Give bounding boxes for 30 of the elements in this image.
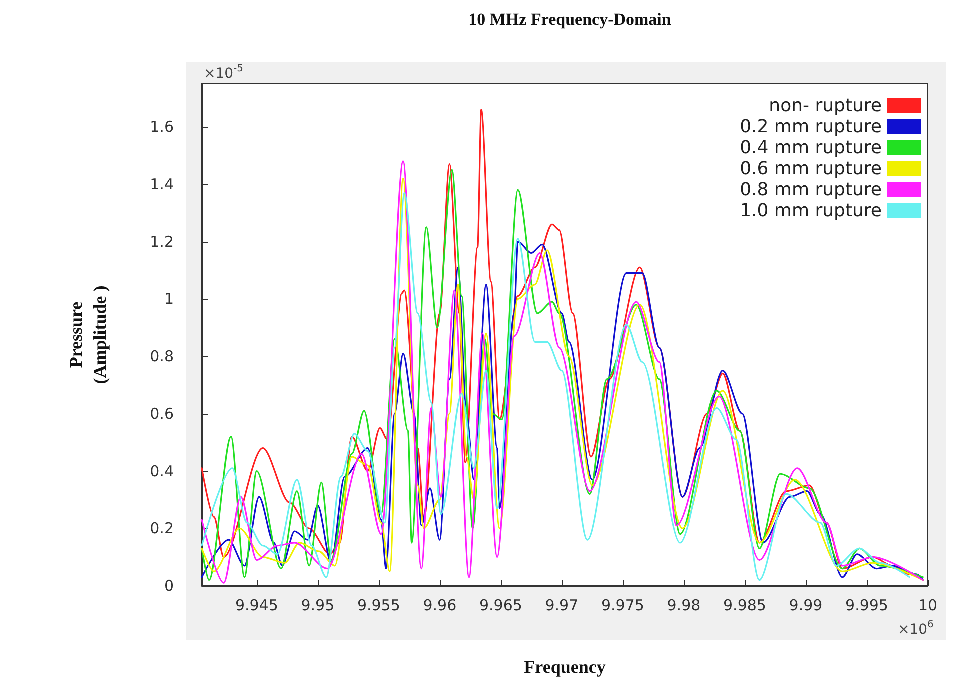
y-tick-label: 0.8	[150, 348, 174, 366]
x-tick-label: 9.97	[545, 596, 579, 614]
legend-label: 0.4 mm rupture	[740, 138, 882, 158]
x-tick-label: 9.945	[235, 596, 278, 614]
chart-title: 10 MHz Frequency-Domain	[468, 10, 672, 29]
y-axis-title: Pressure (Amplitude )	[66, 286, 110, 384]
x-tick-label: 10	[918, 596, 938, 614]
x-tick-label: 9.96	[423, 596, 457, 614]
x-tick-label: 9.975	[601, 596, 644, 614]
x-tick-label: 9.95	[301, 596, 335, 614]
x-tick-label: 9.995	[846, 596, 888, 614]
y-tick-label: 1.6	[150, 118, 174, 136]
legend-label: 0.6 mm rupture	[740, 158, 882, 180]
x-tick-label: 9.98	[667, 596, 701, 614]
y-tick-label: 0.6	[150, 404, 174, 423]
y-tick-label: 1	[164, 290, 174, 308]
x-tick-label: 9.965	[479, 596, 522, 614]
x-tick-label: 9.99	[789, 596, 823, 614]
x-tick-label: 9.955	[357, 596, 400, 614]
x-axis-title: Frequency	[524, 657, 606, 677]
y-tick-label: 0	[164, 577, 174, 595]
legend-label: 1.0 mm rupture	[740, 200, 882, 222]
y-tick-label: 1.4	[150, 175, 174, 194]
y-tick-label: 1.2	[150, 232, 174, 251]
legend-label: 0.8 mm rupture	[740, 180, 882, 200]
y-tick-label: 0.2	[150, 520, 174, 538]
legend-label: non- rupture	[769, 96, 882, 116]
x-tick-label: 9.985	[724, 596, 766, 614]
y-tick-label: 0.4	[150, 462, 174, 480]
legend-label: 0.2 mm rupture	[740, 116, 882, 138]
